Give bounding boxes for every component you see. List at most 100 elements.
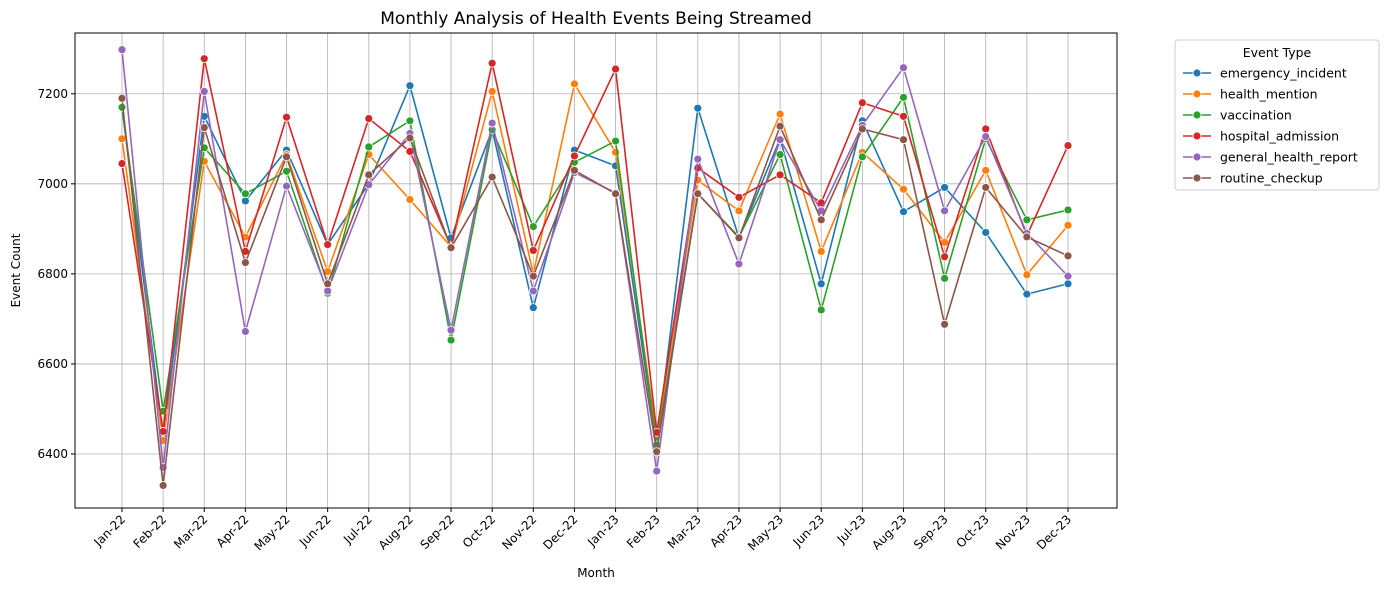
x-axis-label: Month xyxy=(577,566,615,580)
data-point xyxy=(940,183,950,192)
x-tick-label: Dec-22 xyxy=(540,512,580,552)
x-tick-label: Jan-23 xyxy=(584,512,622,550)
x-tick-label: Aug-22 xyxy=(376,512,416,552)
legend-label: emergency_incident xyxy=(1220,66,1347,81)
legend-marker xyxy=(1192,131,1202,141)
legend-items: emergency_incident health_mention vaccinat… xyxy=(1183,66,1358,186)
legend-label: general_health_report xyxy=(1220,150,1358,165)
data-point xyxy=(199,123,209,132)
data-point xyxy=(693,154,703,164)
data-point xyxy=(323,279,333,289)
legend-marker xyxy=(1192,89,1202,99)
data-point xyxy=(528,286,538,296)
data-point xyxy=(816,279,826,289)
x-tick-label: Aug-23 xyxy=(869,512,909,552)
legend-item: general_health_report xyxy=(1183,150,1358,165)
data-point xyxy=(693,103,703,113)
data-point xyxy=(1063,251,1073,261)
y-tick-label: 7000 xyxy=(37,177,68,191)
legend-label: routine_checkup xyxy=(1220,171,1323,186)
data-point xyxy=(405,195,415,204)
legend-item: routine_checkup xyxy=(1183,171,1323,186)
legend-marker xyxy=(1192,173,1202,183)
data-point xyxy=(899,111,908,121)
x-tick-label: Jul-22 xyxy=(340,512,375,547)
data-point xyxy=(734,233,744,243)
series-general-health-report xyxy=(117,45,1073,476)
legend-title: Event Type xyxy=(1243,45,1312,60)
legend-item: health_mention xyxy=(1183,87,1318,102)
data-point xyxy=(611,136,620,146)
data-point xyxy=(240,189,250,199)
data-point xyxy=(282,152,291,162)
data-point xyxy=(487,58,497,68)
data-point xyxy=(1063,220,1073,230)
data-point xyxy=(1022,215,1032,225)
data-point xyxy=(405,116,415,126)
x-tick-label: Oct-22 xyxy=(460,512,498,550)
data-point xyxy=(528,222,538,232)
chart-title: Monthly Analysis of Health Events Being … xyxy=(380,9,811,29)
data-point xyxy=(117,134,127,144)
data-point xyxy=(981,183,991,192)
legend-marker xyxy=(1192,110,1202,120)
data-point xyxy=(981,132,991,141)
data-point xyxy=(816,246,826,256)
data-point xyxy=(405,81,415,91)
data-point xyxy=(158,481,168,490)
data-point xyxy=(611,64,620,74)
series-line xyxy=(121,81,1069,441)
data-point xyxy=(240,258,250,268)
data-point xyxy=(816,305,826,315)
x-tick-label: Nov-23 xyxy=(993,512,1033,552)
x-tick-label: Jun-22 xyxy=(296,512,334,550)
data-point xyxy=(364,114,374,123)
data-point xyxy=(117,45,127,55)
series-line xyxy=(121,98,1069,486)
x-tick-label: Jan-22 xyxy=(91,512,129,550)
series-layer xyxy=(117,45,1073,490)
data-point xyxy=(693,189,703,199)
data-point xyxy=(405,133,415,143)
legend-label: hospital_admission xyxy=(1220,129,1339,144)
y-tick-label: 6400 xyxy=(37,447,68,461)
data-point xyxy=(981,165,991,175)
x-tick-label: May-23 xyxy=(745,512,786,553)
data-point xyxy=(775,135,785,145)
series-hospital-admission xyxy=(117,54,1073,437)
data-point xyxy=(1063,271,1073,281)
data-point xyxy=(899,184,908,194)
data-point xyxy=(1063,141,1073,150)
x-tick-label: Jun-23 xyxy=(790,512,828,550)
data-point xyxy=(652,447,662,457)
x-tick-label: Oct-23 xyxy=(953,512,991,550)
legend-label: vaccination xyxy=(1220,108,1292,123)
data-point xyxy=(570,79,579,89)
series-line xyxy=(121,58,1069,433)
x-tick-label: Jul-23 xyxy=(834,512,869,547)
data-point xyxy=(899,207,908,217)
data-point xyxy=(364,142,374,152)
data-point xyxy=(940,273,950,283)
x-tick-label: Feb-22 xyxy=(130,512,169,551)
plot-frame xyxy=(74,32,1118,509)
data-point xyxy=(857,98,867,108)
data-point xyxy=(1063,205,1073,215)
data-point xyxy=(117,159,127,168)
series-emergency-incident xyxy=(117,81,1073,450)
data-point xyxy=(611,147,620,157)
legend-marker xyxy=(1192,152,1202,162)
y-axis: 6400 6600 6800 7000 7200 xyxy=(37,87,75,461)
data-point xyxy=(816,215,826,225)
data-point xyxy=(240,196,250,206)
data-point xyxy=(446,325,456,335)
data-point xyxy=(981,124,991,134)
data-point xyxy=(487,118,497,128)
y-tick-label: 6800 xyxy=(37,267,68,281)
data-point xyxy=(775,170,785,180)
data-point xyxy=(528,271,538,281)
data-point xyxy=(364,170,374,180)
data-point xyxy=(199,54,209,64)
